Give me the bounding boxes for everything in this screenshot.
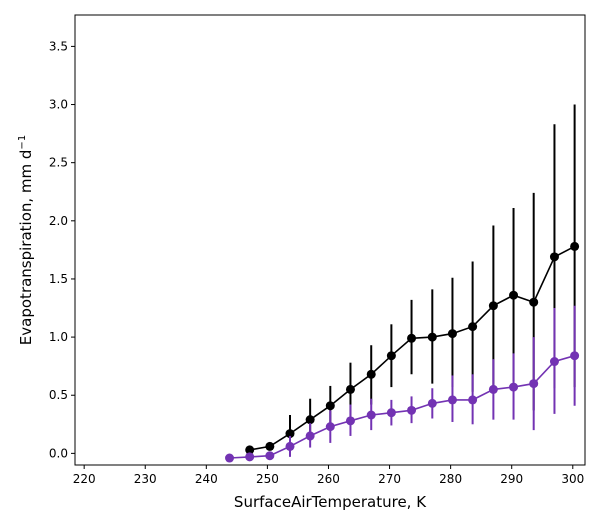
axes-frame	[74, 14, 586, 466]
data-point	[285, 429, 295, 439]
data-point	[427, 332, 437, 342]
data-point	[265, 441, 275, 451]
x-tick-label: 260	[317, 472, 340, 486]
y-tick-label: 2.5	[49, 156, 68, 170]
data-point	[570, 241, 580, 251]
data-point	[407, 405, 417, 415]
y-tick-label: 2.0	[49, 214, 68, 228]
data-point	[529, 297, 539, 307]
data-point	[488, 301, 498, 311]
y-tick-label: 1.5	[49, 272, 68, 286]
data-point	[509, 290, 519, 300]
data-point	[447, 329, 457, 339]
data-point	[570, 351, 580, 361]
data-point	[345, 416, 355, 426]
data-point	[366, 410, 376, 420]
data-point	[549, 357, 559, 367]
data-point	[427, 398, 437, 408]
x-axis-label: SurfaceAirTemperature, K	[234, 493, 427, 511]
x-tick-label: 290	[500, 472, 523, 486]
data-point	[225, 453, 235, 463]
data-point	[529, 379, 539, 389]
data-point	[305, 431, 315, 441]
data-point	[468, 395, 478, 405]
data-point	[509, 382, 519, 392]
data-point	[366, 369, 376, 379]
x-tick-label: 230	[134, 472, 157, 486]
series-line	[229, 354, 575, 459]
y-axis: 0.0 0.5 1.0 1.5 2.0 2.5 3.0 3.5	[49, 39, 75, 460]
y-tick-label: 0.0	[49, 446, 68, 460]
data-point	[549, 252, 559, 262]
data-point	[488, 384, 498, 394]
y-axis-label-text: Evapotranspiration, mm d	[17, 150, 35, 346]
y-tick-label: 3.5	[49, 39, 68, 53]
data-point	[325, 422, 335, 432]
x-tick-label: 250	[256, 472, 279, 486]
data-point	[245, 452, 255, 462]
y-tick-label: 1.0	[49, 330, 68, 344]
y-tick-label: 3.0	[49, 98, 68, 112]
data-point	[447, 395, 457, 405]
x-tick-label: 240	[195, 472, 218, 486]
data-point	[407, 333, 417, 343]
x-tick-label: 300	[561, 472, 584, 486]
series-2	[225, 305, 580, 463]
x-tick-label: 220	[73, 472, 96, 486]
plot-area	[225, 104, 580, 463]
data-point	[468, 322, 478, 332]
data-point	[245, 445, 255, 455]
data-point	[265, 451, 275, 461]
x-tick-label: 270	[378, 472, 401, 486]
x-tick-label: 280	[439, 472, 462, 486]
x-axis: 220 230 240 250 260 270 280 290 300	[73, 465, 584, 486]
data-point	[386, 408, 396, 418]
y-axis-label-exponent: −1	[17, 135, 28, 150]
y-tick-label: 0.5	[49, 388, 68, 402]
data-point	[386, 351, 396, 361]
data-point	[305, 415, 315, 425]
data-point	[325, 401, 335, 411]
data-point	[285, 441, 295, 451]
y-axis-label: Evapotranspiration, mm d−1	[17, 135, 35, 345]
data-point	[345, 384, 355, 394]
